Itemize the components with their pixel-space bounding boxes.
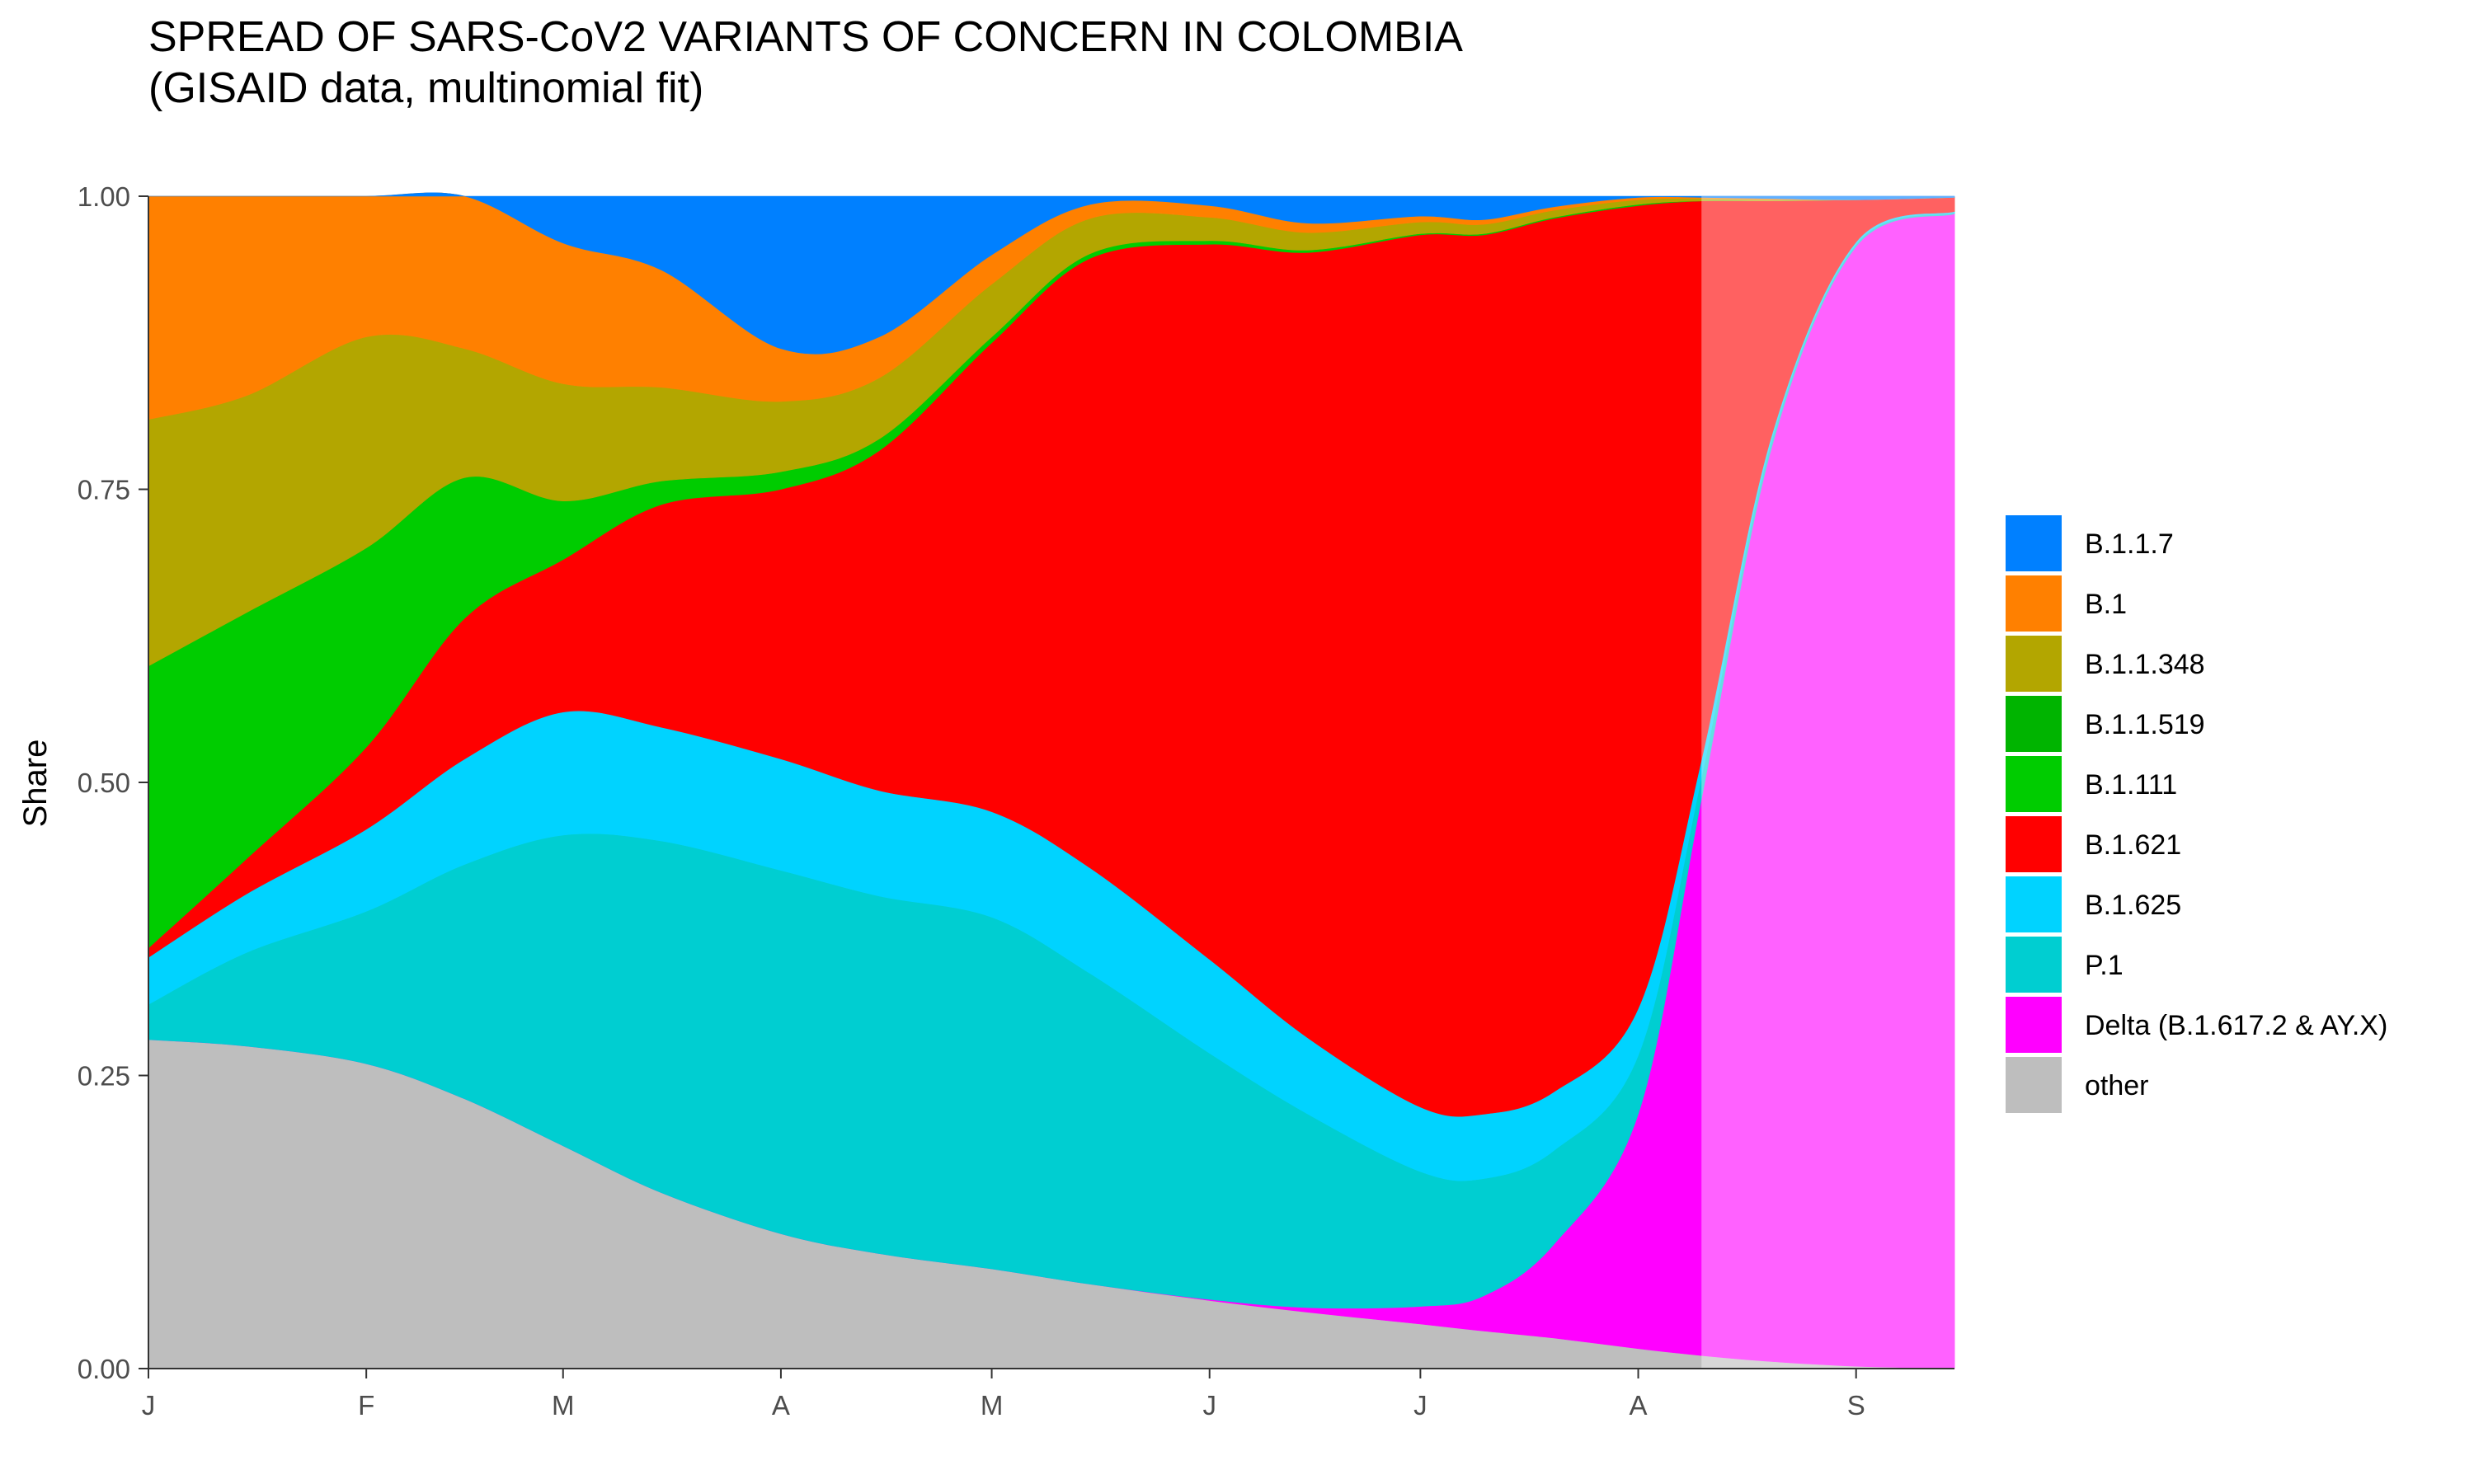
chart-title-line: SPREAD OF SARS-CoV2 VARIANTS OF CONCERN … bbox=[148, 13, 1463, 61]
legend-swatch-b-1 bbox=[2006, 575, 2062, 632]
area-b-1-1-7 bbox=[148, 192, 1955, 355]
y-tick-label: 0.50 bbox=[78, 768, 130, 798]
x-tick-label: J bbox=[1202, 1390, 1216, 1421]
legend-swatch-b-1-111 bbox=[2006, 756, 2062, 812]
legend-label-b-1-625: B.1.625 bbox=[2085, 890, 2181, 921]
x-tick-label: A bbox=[1630, 1390, 1648, 1421]
legend-swatch-b-1-625 bbox=[2006, 876, 2062, 932]
legend-swatch-b-1-621 bbox=[2006, 816, 2062, 872]
chart-subtitle: (GISAID data, multinomial fit) bbox=[148, 64, 704, 112]
x-tick-label: F bbox=[358, 1390, 374, 1421]
legend-label-other: other bbox=[2085, 1070, 2149, 1101]
x-tick-label: S bbox=[1847, 1390, 1865, 1421]
legend: B.1.1.7 B.1 B.1.1.348 B.1.1.519 B.1.111 B.1.6… bbox=[2006, 515, 2387, 1113]
legend-label-b-1-111: B.1.111 bbox=[2085, 769, 2177, 801]
y-axis-title: Share bbox=[17, 740, 54, 828]
legend-label-b-1-1-519: B.1.1.519 bbox=[2085, 709, 2205, 740]
x-tick-label: J bbox=[1413, 1390, 1427, 1421]
x-tick-label: M bbox=[981, 1390, 1004, 1421]
legend-swatch-b-1-1-348 bbox=[2006, 636, 2062, 692]
legend-label-delta-b-1-617-2-ay-x: Delta (B.1.617.2 & AY.X) bbox=[2085, 1010, 2387, 1041]
legend-swatch-other bbox=[2006, 1057, 2062, 1113]
legend-swatch-b-1-1-7 bbox=[2006, 515, 2062, 571]
legend-label-b-1-621: B.1.621 bbox=[2085, 829, 2181, 861]
legend-label-b-1-1-348: B.1.1.348 bbox=[2085, 649, 2205, 680]
x-tick-label: A bbox=[772, 1390, 790, 1421]
forecast-overlay bbox=[1701, 196, 1954, 1369]
legend-swatch-delta-b-1-617-2-ay-x bbox=[2006, 997, 2062, 1053]
y-tick-label: 1.00 bbox=[78, 181, 130, 212]
x-tick-label: J bbox=[142, 1390, 156, 1421]
legend-swatch-b-1-1-519 bbox=[2006, 696, 2062, 752]
y-axis: 0.00 0.25 0.50 0.75 1.00 bbox=[78, 181, 149, 1384]
plot-areas bbox=[148, 192, 1955, 1369]
legend-label-p-1: P.1 bbox=[2085, 950, 2124, 981]
legend-label-b-1-1-7: B.1.1.7 bbox=[2085, 528, 2174, 560]
y-tick-label: 0.25 bbox=[78, 1061, 130, 1092]
y-tick-label: 0.75 bbox=[78, 475, 130, 505]
legend-swatch-p-1 bbox=[2006, 937, 2062, 993]
chart-title: SPREAD OF SARS-CoV2 VARIANTS OF CONCERN … bbox=[148, 12, 1463, 114]
y-tick-label: 0.00 bbox=[78, 1354, 130, 1384]
x-tick-label: M bbox=[552, 1390, 575, 1421]
legend-label-b-1: B.1 bbox=[2085, 589, 2127, 620]
